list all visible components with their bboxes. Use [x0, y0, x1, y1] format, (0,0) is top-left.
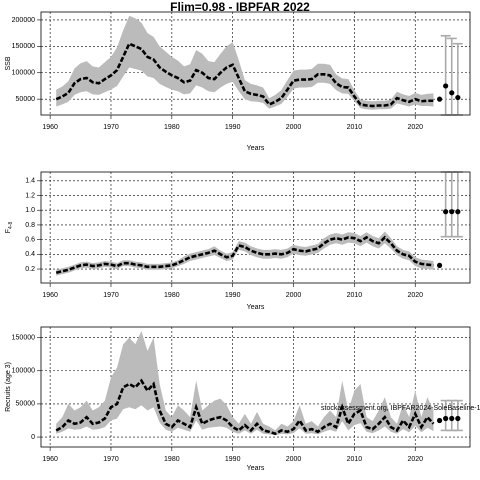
forecast-point: [455, 94, 461, 101]
y-axis-label-sub: 4-8: [8, 222, 14, 229]
confidence-band: [56, 231, 434, 276]
x-tick-label: 1960: [42, 292, 58, 299]
estimate-line: [55, 235, 434, 274]
x-axis-label: Years: [247, 465, 265, 472]
x-tick-label: 1960: [42, 124, 58, 131]
x-tick-label: 1960: [42, 456, 58, 463]
y-tick-label: 100000: [12, 368, 35, 375]
x-tick-label: 1970: [103, 124, 119, 131]
forecast-point: [455, 209, 461, 215]
forecast-point: [443, 83, 449, 89]
y-axis-label-main: Recruits (age 3): [5, 362, 12, 412]
x-tick-label: 1980: [164, 124, 180, 131]
forecast-point: [449, 209, 455, 215]
x-tick-label: 2010: [347, 456, 363, 463]
x-tick-label: 2010: [347, 292, 363, 299]
y-tick-label: 1.2: [25, 192, 35, 199]
y-tick-label: 150000: [12, 43, 35, 50]
x-tick-label: 1970: [103, 292, 119, 299]
x-tick-label: 2000: [286, 292, 302, 299]
x-tick-label: 1990: [225, 292, 241, 299]
y-tick-label: 0.6: [25, 236, 35, 243]
x-tick-label: 2000: [286, 456, 302, 463]
estimate-line: [55, 41, 434, 108]
y-tick-label: 50000: [16, 401, 36, 408]
plot-frame: [40, 11, 471, 116]
x-tick-label: 2020: [407, 456, 423, 463]
x-tick-label: 1990: [225, 456, 241, 463]
y-tick-label: 1.0: [25, 207, 35, 214]
y-tick-label: 1.4: [25, 178, 35, 185]
confidence-band: [56, 330, 434, 436]
y-tick-label: 150000: [12, 334, 35, 341]
x-axis-label: Years: [247, 145, 265, 152]
y-tick-label: 0.2: [25, 266, 35, 273]
plot-frame: [40, 171, 471, 284]
y-axis-label: Recruits (age 3): [5, 362, 12, 412]
forecast-point: [443, 415, 449, 422]
x-tick-label: 2000: [286, 124, 302, 131]
y-tick-label: 50000: [16, 96, 36, 103]
plot-frame: [40, 326, 471, 448]
y-axis-label-main: SSB: [5, 56, 12, 70]
y-axis-label-main: F: [5, 229, 12, 233]
forecast-point: [449, 90, 455, 96]
forecast-point: [436, 262, 443, 268]
forecast-point: [436, 96, 443, 102]
y-tick-label: 0: [31, 434, 35, 441]
y-tick-label: 200000: [12, 17, 35, 24]
forecast-point: [449, 415, 455, 422]
x-tick-label: 1970: [103, 456, 119, 463]
forecast-point: [436, 417, 443, 424]
y-axis-label: SSB: [5, 56, 12, 70]
y-tick-label: 0.4: [25, 251, 35, 258]
forecast-point: [455, 415, 461, 422]
x-tick-label: 1980: [164, 292, 180, 299]
x-tick-label: 2020: [407, 292, 423, 299]
x-tick-label: 2010: [347, 124, 363, 131]
x-tick-label: 1980: [164, 456, 180, 463]
x-tick-label: 2020: [407, 124, 423, 131]
y-axis-label: F4-8: [5, 222, 14, 234]
chart-title: Flim=0.98 - IBPFAR 2022: [170, 0, 310, 14]
x-axis-label: Years: [247, 304, 265, 311]
annotation: stockassessment.org, IBPFAR2024-SoleBase…: [321, 405, 480, 412]
forecast-point: [443, 209, 449, 215]
y-tick-label: 100000: [12, 70, 35, 77]
x-tick-label: 1990: [225, 124, 241, 131]
estimate-line: [55, 378, 435, 436]
y-tick-label: 0.8: [25, 222, 35, 229]
